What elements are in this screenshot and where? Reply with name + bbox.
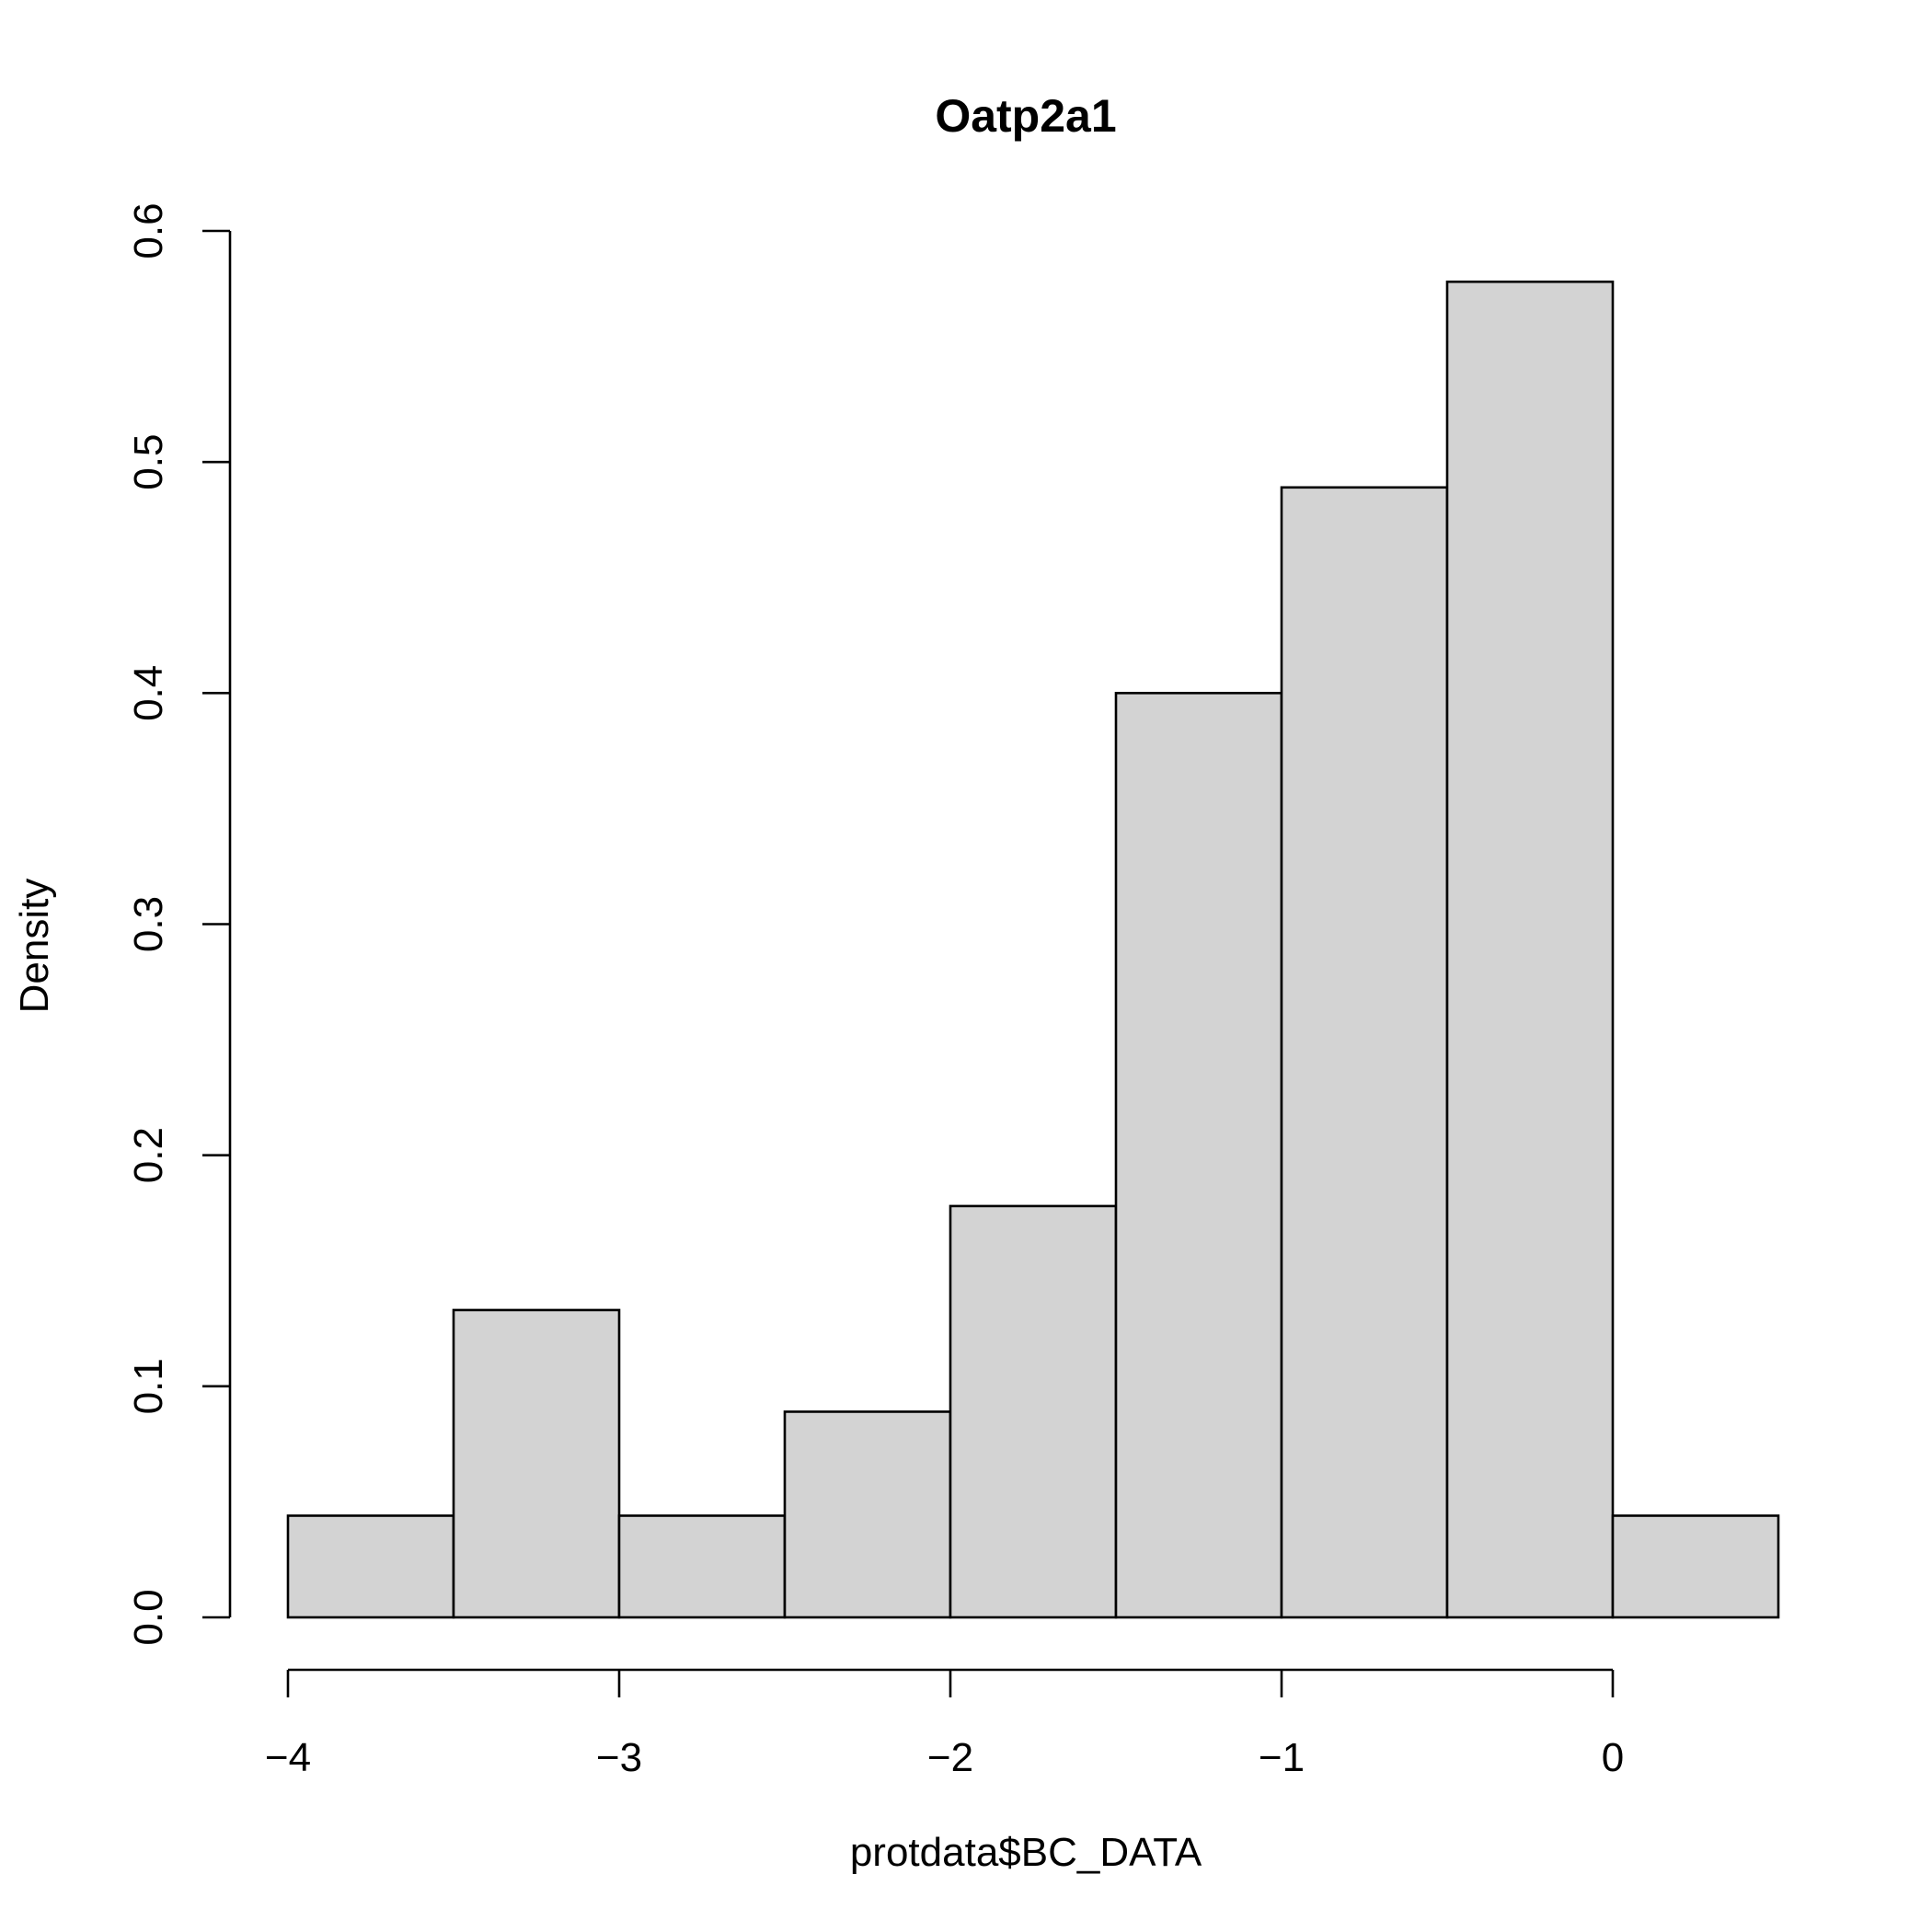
y-axis-label: Density <box>12 879 57 1014</box>
x-tick-label: −4 <box>265 1735 311 1780</box>
y-tick-label: 0.1 <box>126 1358 171 1414</box>
y-tick-label: 0.3 <box>126 896 171 952</box>
histogram-bar-6 <box>1280 486 1449 1619</box>
chart-title: Oatp2a1 <box>935 90 1116 142</box>
histogram-bar-5 <box>1114 692 1283 1619</box>
histogram-bar-1 <box>452 1308 621 1619</box>
histogram-bar-4 <box>949 1204 1118 1619</box>
histogram-bar-8 <box>1611 1514 1780 1619</box>
x-axis: −4 −3 −2 −1 0 <box>265 1668 1624 1780</box>
y-axis: 0.0 0.1 0.2 0.3 0.4 0.5 0.6 <box>126 202 232 1646</box>
y-tick-label: 0.5 <box>126 434 171 490</box>
x-axis-label: protdata$BC_DATA <box>850 1830 1202 1875</box>
x-tick-label: 0 <box>1602 1735 1624 1780</box>
histogram-bar-0 <box>286 1514 455 1619</box>
histogram-bar-2 <box>617 1514 787 1619</box>
x-tick-label: −2 <box>927 1735 973 1780</box>
x-tick-label: −3 <box>596 1735 642 1780</box>
x-tick-label: −1 <box>1259 1735 1305 1780</box>
histogram-bar-3 <box>783 1410 952 1619</box>
y-tick-label: 0.4 <box>126 665 171 721</box>
histogram-bar-7 <box>1445 280 1615 1619</box>
y-tick-label: 0.0 <box>126 1589 171 1645</box>
y-tick-label: 0.6 <box>126 202 171 259</box>
histogram-bars <box>286 280 1780 1619</box>
y-tick-label: 0.2 <box>126 1127 171 1183</box>
